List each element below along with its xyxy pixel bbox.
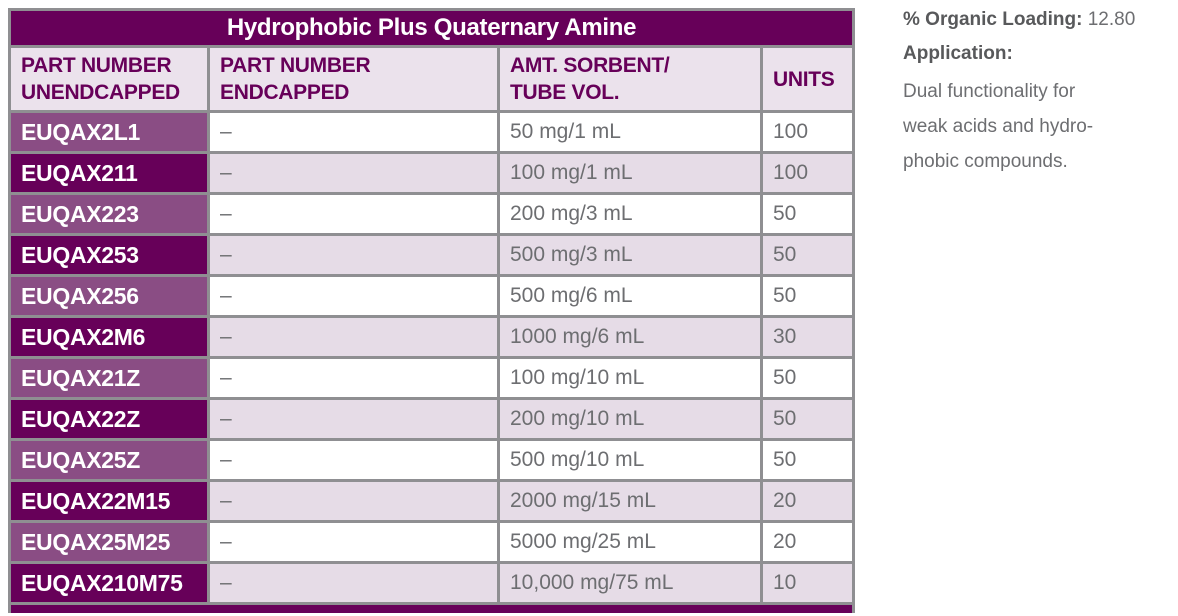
column-header-row: PART NUMBER UNENDCAPPED PART NUMBER ENDC… [8, 45, 855, 113]
part-number-endcapped-cell: – [207, 192, 500, 236]
table-row: EUQAX211–100 mg/1 mL 100 [8, 151, 855, 195]
part-number-unendcapped-cell: EUQAX22M15 [8, 479, 210, 523]
amt-sorbent-cell: 2000 mg/15 mL [497, 479, 763, 523]
part-number-endcapped-cell: – [207, 110, 500, 154]
part-number-unendcapped-cell: EUQAX2M6 [8, 315, 210, 359]
part-number-endcapped-cell: – [207, 561, 500, 605]
product-table: Hydrophobic Plus Quaternary Amine PART N… [8, 8, 855, 613]
units-cell: 10 [760, 561, 855, 605]
units-cell: 50 [760, 192, 855, 236]
application-line: Application: [903, 40, 1153, 67]
amt-sorbent-cell: 200 mg/3 mL [497, 192, 763, 236]
amt-sorbent-cell: 100 mg/10 mL [497, 356, 763, 400]
amt-sorbent-cell: 500 mg/3 mL [497, 233, 763, 277]
units-cell: 100 [760, 110, 855, 154]
organic-loading-line: % Organic Loading: 12.80 [903, 6, 1153, 33]
amt-sorbent-cell: 500 mg/10 mL [497, 438, 763, 482]
part-number-unendcapped-cell: EUQAX25M25 [8, 520, 210, 564]
table-title: Hydrophobic Plus Quaternary Amine [8, 8, 855, 48]
units-cell: 30 [760, 315, 855, 359]
amt-sorbent-cell: 5000 mg/25 mL [497, 520, 763, 564]
amt-sorbent-cell: 200 mg/10 mL [497, 397, 763, 441]
bottom-bar-fill [8, 602, 855, 613]
part-number-endcapped-cell: – [207, 520, 500, 564]
column-header-amt-sorbent: AMT. SORBENT/ TUBE VOL. [497, 45, 763, 113]
units-cell: 50 [760, 356, 855, 400]
units-cell: 20 [760, 479, 855, 523]
part-number-endcapped-cell: – [207, 274, 500, 318]
table-row: EUQAX256–500 mg/6 mL 50 [8, 274, 855, 318]
part-number-unendcapped-cell: EUQAX223 [8, 192, 210, 236]
table-body: EUQAX2L1–50 mg/1 mL 100 EUQAX211–100 mg/1 … [8, 110, 855, 605]
table-row: EUQAX223–200 mg/3 mL 50 [8, 192, 855, 236]
units-cell: 50 [760, 438, 855, 482]
table-row: EUQAX25M25–5000 mg/25 mL 20 [8, 520, 855, 564]
table-row: EUQAX21Z –100 mg/10 mL 50 [8, 356, 855, 400]
column-header-part-endcapped: PART NUMBER ENDCAPPED [207, 45, 500, 113]
part-number-unendcapped-cell: EUQAX25Z [8, 438, 210, 482]
part-number-unendcapped-cell: EUQAX210M75 [8, 561, 210, 605]
part-number-endcapped-cell: – [207, 438, 500, 482]
part-number-unendcapped-cell: EUQAX211 [8, 151, 210, 195]
table-row: EUQAX210M75–10,000 mg/75 mL 10 [8, 561, 855, 605]
units-cell: 100 [760, 151, 855, 195]
part-number-unendcapped-cell: EUQAX2L1 [8, 110, 210, 154]
organic-loading-value: 12.80 [1087, 9, 1136, 30]
units-cell: 50 [760, 233, 855, 277]
part-number-endcapped-cell: – [207, 356, 500, 400]
amt-sorbent-cell: 1000 mg/6 mL [497, 315, 763, 359]
part-number-endcapped-cell: – [207, 479, 500, 523]
units-cell: 50 [760, 397, 855, 441]
table-title-row: Hydrophobic Plus Quaternary Amine [8, 8, 855, 48]
part-number-endcapped-cell: – [207, 315, 500, 359]
side-panel: % Organic Loading: 12.80 Application: Du… [903, 6, 1153, 179]
units-cell: 20 [760, 520, 855, 564]
amt-sorbent-cell: 100 mg/1 mL [497, 151, 763, 195]
part-number-endcapped-cell: – [207, 233, 500, 277]
table-row: EUQAX22Z –200 mg/10 mL 50 [8, 397, 855, 441]
table-row: EUQAX25Z –500 mg/10 mL 50 [8, 438, 855, 482]
table-bottom-bar [8, 602, 855, 613]
amt-sorbent-cell: 50 mg/1 mL [497, 110, 763, 154]
application-text: Dual functionality for weak acids and hy… [903, 81, 1094, 172]
part-number-unendcapped-cell: EUQAX253 [8, 233, 210, 277]
column-header-units: UNITS [760, 45, 855, 113]
table-row: EUQAX22M15–2000 mg/15 mL 20 [8, 479, 855, 523]
table-row: EUQAX2M6–1000 mg/6 mL 30 [8, 315, 855, 359]
table-row: EUQAX2L1–50 mg/1 mL 100 [8, 110, 855, 154]
part-number-endcapped-cell: – [207, 397, 500, 441]
part-number-endcapped-cell: – [207, 151, 500, 195]
part-number-unendcapped-cell: EUQAX256 [8, 274, 210, 318]
part-number-unendcapped-cell: EUQAX22Z [8, 397, 210, 441]
units-cell: 50 [760, 274, 855, 318]
table-row: EUQAX253–500 mg/3 mL 50 [8, 233, 855, 277]
organic-loading-label: % Organic Loading: [903, 9, 1083, 30]
amt-sorbent-cell: 500 mg/6 mL [497, 274, 763, 318]
application-label: Application: [903, 43, 1013, 64]
amt-sorbent-cell: 10,000 mg/75 mL [497, 561, 763, 605]
part-number-unendcapped-cell: EUQAX21Z [8, 356, 210, 400]
column-header-part-unendcapped: PART NUMBER UNENDCAPPED [8, 45, 210, 113]
